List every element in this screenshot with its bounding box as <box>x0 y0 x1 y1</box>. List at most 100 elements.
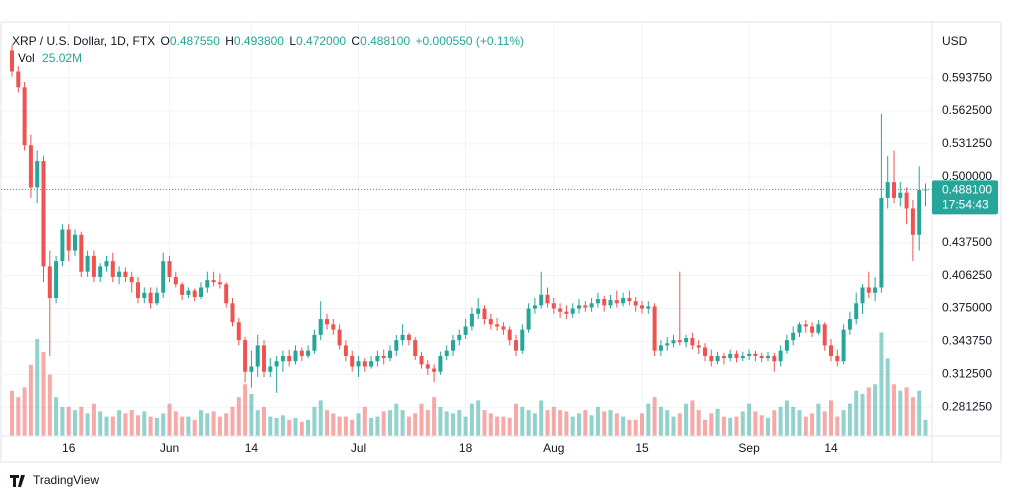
candle-body <box>488 319 493 325</box>
candle-body <box>356 361 361 367</box>
volume-bar <box>545 410 550 436</box>
candle-body <box>526 308 531 330</box>
volume-bar <box>589 415 594 436</box>
candle-body <box>879 197 884 288</box>
volume-bar <box>854 390 859 436</box>
volume-bar <box>778 406 783 436</box>
volume-bar <box>274 417 279 436</box>
y-tick-label: 0.312500 <box>942 367 992 381</box>
candle-body <box>451 340 455 351</box>
candle-body <box>797 324 802 333</box>
y-tick-label: 0.500000 <box>942 169 992 183</box>
candle-body <box>104 261 109 267</box>
candle-body <box>148 292 153 304</box>
chart-frame <box>0 21 1002 463</box>
y-tick-label: 0.593750 <box>942 70 992 84</box>
plot-area <box>1 22 932 436</box>
volume-bar <box>759 415 764 436</box>
volume-bar <box>665 410 670 436</box>
candle-body <box>54 261 59 298</box>
candle-body <box>375 355 380 362</box>
candle-body <box>551 303 556 309</box>
y-tick-label: 0.281250 <box>942 399 992 413</box>
volume-bar <box>879 332 884 436</box>
candle-body <box>217 282 222 285</box>
volume-bar <box>873 384 878 436</box>
volume-bar <box>123 413 128 436</box>
candle-body <box>753 353 758 356</box>
candle-body <box>312 334 317 351</box>
volume-bar <box>148 416 153 436</box>
candle-body <box>167 261 172 277</box>
volume-bar <box>161 413 166 436</box>
volume-bar <box>753 411 758 436</box>
volume-bar <box>539 400 544 436</box>
volume-bar <box>463 416 468 436</box>
volume-bar <box>784 400 789 436</box>
volume-bar <box>595 406 600 436</box>
candle-body <box>665 343 670 346</box>
volume-bar <box>41 351 46 436</box>
volume-bar <box>633 419 638 436</box>
candle-body <box>583 305 588 308</box>
volume-bar <box>186 416 191 436</box>
candle-body <box>293 350 298 362</box>
volume-bar <box>54 397 59 436</box>
candle-body <box>337 329 342 346</box>
volume-bar <box>646 403 651 436</box>
volume-bar <box>312 406 317 436</box>
volume-bar <box>173 411 178 436</box>
candle-body <box>696 345 701 348</box>
volume-bar <box>564 411 569 436</box>
candle-body <box>85 255 90 272</box>
candle-body <box>255 345 260 367</box>
candle-body <box>318 319 323 335</box>
volume-bar <box>425 410 430 436</box>
candle-body <box>784 340 789 351</box>
volume-bar <box>154 417 159 436</box>
candle-body <box>154 292 159 304</box>
volume-bar <box>658 406 663 436</box>
candle-body <box>388 350 392 359</box>
candle-body <box>715 355 720 362</box>
legend: XRP / U.S. Dollar, 1D, FTX O0.487550 H0.… <box>12 34 524 48</box>
candle-body <box>507 329 512 341</box>
candle-body <box>476 308 481 314</box>
volume-bar <box>747 403 752 436</box>
volume-bar <box>469 403 474 436</box>
volume-legend: Vol 25.02M <box>18 51 82 65</box>
volume-bar <box>621 416 626 436</box>
volume-bar <box>507 417 512 436</box>
volume-bar <box>432 397 437 436</box>
o-label: O <box>161 34 170 48</box>
candle-body <box>41 161 46 267</box>
candle-body <box>904 192 909 209</box>
volume-bar <box>224 413 229 436</box>
volume-value: 25.02M <box>42 51 82 65</box>
volume-bar <box>325 410 329 436</box>
volume-bar <box>444 411 449 436</box>
volume-bar <box>816 403 821 436</box>
candle-body <box>123 271 128 277</box>
volume-bar <box>394 403 399 436</box>
volume-bar <box>917 390 922 436</box>
l-label: L <box>289 34 296 48</box>
volume-bar <box>73 410 77 436</box>
volume-bar <box>343 416 348 436</box>
candle-body <box>236 322 241 341</box>
candle-body <box>866 287 871 293</box>
volume-bar <box>142 411 147 436</box>
volume-bar <box>205 413 210 436</box>
volume-bar <box>671 416 676 436</box>
candle-body <box>892 182 896 198</box>
candle-body <box>381 355 386 359</box>
y-tick-label: 0.437500 <box>942 235 992 249</box>
x-tick-label: 18 <box>459 441 473 455</box>
candle-body <box>677 340 682 343</box>
volume-bar <box>476 400 481 436</box>
candle-body <box>570 308 575 314</box>
volume-bar <box>910 397 915 436</box>
candle-body <box>671 340 676 344</box>
candle-body <box>652 306 657 351</box>
volume-bar <box>167 403 172 436</box>
